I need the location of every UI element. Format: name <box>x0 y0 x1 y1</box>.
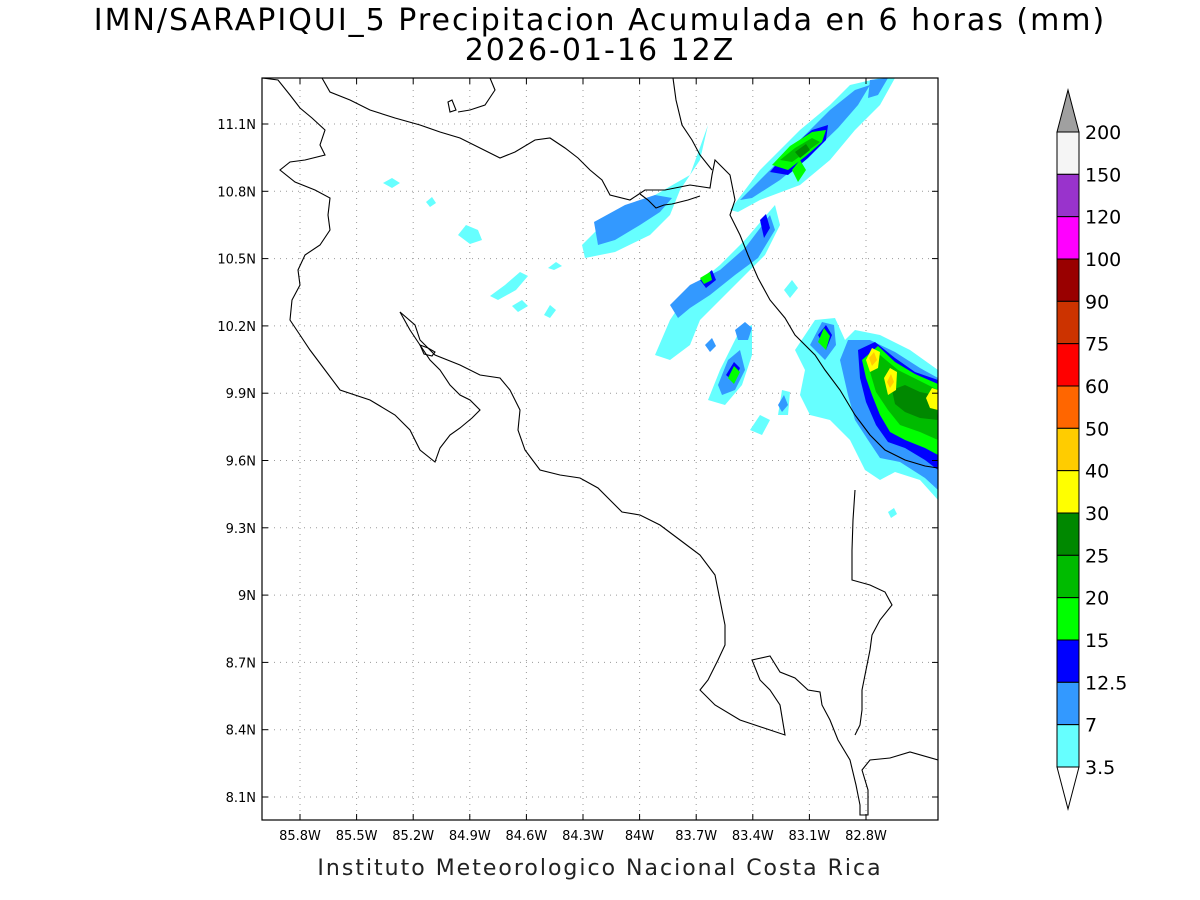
colorbar-swatch <box>1056 385 1080 429</box>
colorbar-swatch <box>1056 343 1080 387</box>
colorbar-swatch <box>1056 258 1080 302</box>
lon-tick-label: 83.4W <box>732 829 774 844</box>
precip-field-25 <box>795 144 938 420</box>
colorbar-swatch <box>1056 470 1080 514</box>
colorbar-level-label: 120 <box>1085 207 1121 229</box>
colorbar-level-label: 12.5 <box>1085 672 1127 694</box>
lon-tick-label: 84.9W <box>449 829 491 844</box>
colorbar-level-label: 25 <box>1085 545 1109 567</box>
precip-field-50 <box>869 352 894 388</box>
colorbar-level-label: 60 <box>1085 376 1109 398</box>
colorbar-legend: 200 150 120 100 90 75 60 50 40 30 25 20 15 12.5 7 3.5 <box>1056 88 1127 811</box>
colorbar-level-label: 7 <box>1085 715 1097 737</box>
colorbar-swatch <box>1056 216 1080 260</box>
lon-tick-label: 83.7W <box>675 829 717 844</box>
coastline-and-borders <box>262 78 938 816</box>
colorbar-level-label: 200 <box>1085 122 1121 144</box>
map-subtitle-datetime: 2026-01-16 12Z <box>464 33 736 68</box>
lon-tick-label: 84.6W <box>505 829 547 844</box>
colorbar-level-label: 40 <box>1085 461 1109 483</box>
lon-tick-label: 85.8W <box>279 829 321 844</box>
colorbar-level-label: 150 <box>1085 164 1121 186</box>
colorbar-level-label: 100 <box>1085 249 1121 271</box>
lat-tick-label: 10.2N <box>217 320 256 335</box>
colorbar-under-arrow <box>1056 766 1080 811</box>
colorbar-swatch <box>1056 554 1080 599</box>
colorbar-over-arrow <box>1056 88 1080 133</box>
lon-tick-label: 83.1W <box>788 829 830 844</box>
colorbar-swatch <box>1056 681 1080 726</box>
lat-tick-label: 8.4N <box>226 724 256 739</box>
lat-tick-label: 10.8N <box>217 185 256 200</box>
graticule-grid <box>262 78 938 820</box>
lat-tick-label: 9.6N <box>226 455 256 470</box>
lon-tick-label: 84W <box>625 829 655 844</box>
colorbar-swatch <box>1056 173 1080 218</box>
colorbar-swatch <box>1056 512 1080 556</box>
colorbar-swatch <box>1056 300 1080 345</box>
colorbar-level-label: 90 <box>1085 291 1109 313</box>
map-title: IMN/SARAPIQUI_5 Precipitacion Acumulada … <box>93 3 1107 38</box>
lat-tick-label: 11.1N <box>217 118 256 133</box>
colorbar-swatch <box>1056 724 1080 768</box>
colorbar-swatch <box>1056 427 1080 472</box>
map-axes: 85.8W 85.5W 85.2W 84.9W 84.6W 84.3W 84W 83.7W 83… <box>217 78 938 844</box>
colorbar-level-label: 15 <box>1085 630 1109 652</box>
lon-tick-label: 85.5W <box>336 829 378 844</box>
lon-tick-label: 85.2W <box>392 829 434 844</box>
colorbar-level-label: 30 <box>1085 503 1109 525</box>
lon-tick-label: 84.3W <box>562 829 604 844</box>
lat-tick-label: 8.7N <box>226 656 256 671</box>
colorbar-level-label: 20 <box>1085 588 1109 610</box>
footer-institution: Instituto Meteorologico Nacional Costa R… <box>317 856 883 881</box>
colorbar-swatch <box>1056 131 1080 175</box>
lat-tick-label: 8.1N <box>226 791 256 806</box>
colorbar-level-label: 3.5 <box>1085 757 1115 779</box>
colorbar-level-label: 50 <box>1085 418 1109 440</box>
lon-tick-label: 82.8W <box>845 829 887 844</box>
lat-tick-label: 10.5N <box>217 253 256 268</box>
plot-area <box>262 78 938 820</box>
lat-tick-label: 9N <box>238 589 256 604</box>
plot-frame <box>261 77 939 821</box>
colorbar-level-label: 75 <box>1085 334 1109 356</box>
colorbar-swatch <box>1056 597 1080 641</box>
colorbar-swatch <box>1056 639 1080 683</box>
lat-tick-label: 9.3N <box>226 522 256 537</box>
lat-tick-label: 9.9N <box>226 387 256 402</box>
